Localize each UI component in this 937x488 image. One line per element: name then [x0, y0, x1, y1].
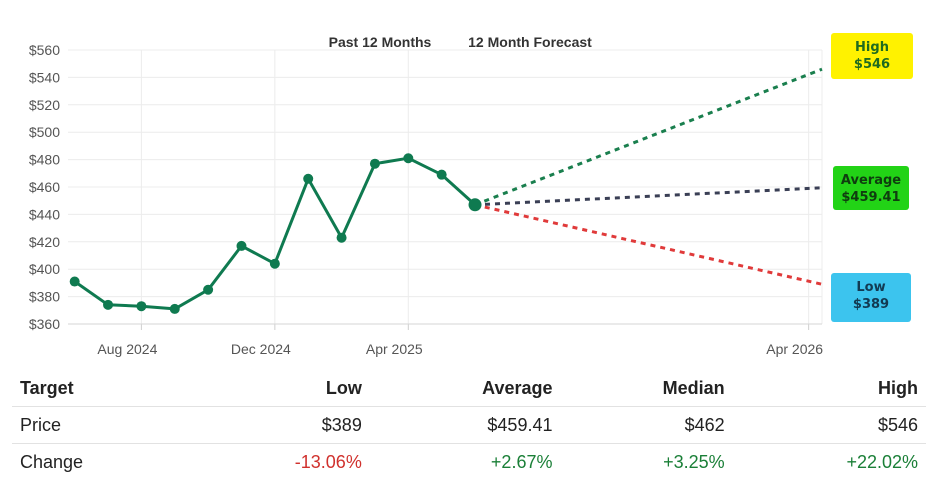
data-point	[203, 284, 214, 295]
x-tick-label: Apr 2026	[766, 341, 823, 357]
y-tick-label: $500	[29, 124, 60, 140]
x-tick-label: Dec 2024	[231, 341, 291, 357]
y-tick-label: $400	[29, 261, 60, 277]
y-tick-label: $420	[29, 234, 60, 250]
row-label-price: Price	[12, 406, 187, 444]
table-row-change: Change -13.06% +2.67% +3.25% +22.02%	[12, 444, 926, 481]
price-low: $389	[186, 406, 370, 444]
badge-average-value: $459.41	[841, 190, 900, 205]
badge-layer: High $546 Average $459.41 Low $389	[831, 33, 913, 322]
forecast-layer	[474, 67, 823, 286]
table-header-row: Target Low Average Median High	[12, 370, 926, 407]
change-average: +2.67%	[490, 451, 553, 472]
row-label-change: Change	[20, 451, 84, 472]
x-tick-label: Aug 2024	[97, 341, 157, 357]
price-target-chart: $560 $540 $520 $500 $480 $460 $440 $420 $400 $380…	[29, 33, 913, 357]
price-high: $546	[732, 406, 926, 444]
col-header-median: Median	[560, 370, 733, 407]
price-median: $462	[560, 406, 733, 444]
y-tick-label: $480	[29, 152, 60, 168]
series-layer	[69, 153, 482, 314]
axis-layer: $560 $540 $520 $500 $480 $460 $440 $420 $400 $380…	[29, 42, 823, 357]
y-tick-label: $560	[29, 42, 60, 58]
data-point	[336, 232, 347, 243]
y-tick-label: $380	[29, 289, 60, 305]
col-header-average: Average	[369, 370, 561, 407]
col-header-target: Target	[12, 370, 187, 407]
forecast-line-low	[474, 203, 823, 286]
table-row-price: Price $389 $459.41 $462 $546	[12, 406, 926, 444]
price-target-table: Target Low Average Median High Price $38…	[12, 370, 926, 480]
badge-average-name: Average	[841, 173, 901, 188]
badge-average	[833, 166, 909, 210]
change-median: +3.25%	[663, 451, 725, 472]
badge-low	[831, 273, 911, 322]
header-past-12-months: Past 12 Months	[329, 34, 432, 50]
price-average: $459.41	[369, 406, 561, 444]
data-point	[303, 173, 314, 184]
y-tick-label: $540	[29, 69, 60, 85]
change-high: +22.02%	[846, 451, 918, 472]
forecast-line-average	[474, 186, 823, 207]
change-low: -13.06%	[294, 451, 362, 472]
badge-high-value: $546	[854, 57, 890, 72]
data-point	[436, 169, 447, 180]
data-point	[69, 276, 80, 287]
col-header-low: Low	[186, 370, 370, 407]
col-header-high: High	[732, 370, 926, 407]
badge-high-name: High	[855, 40, 889, 55]
y-tick-label: $360	[29, 316, 60, 332]
badge-high	[831, 33, 913, 79]
grid-layer	[68, 49, 823, 325]
header-12-month-forecast: 12 Month Forecast	[468, 34, 592, 50]
data-point	[403, 153, 414, 164]
y-tick-label: $440	[29, 206, 60, 222]
forecast-line-high	[474, 67, 823, 207]
badge-low-value: $389	[853, 297, 889, 312]
data-point	[468, 198, 482, 212]
y-tick-label: $460	[29, 179, 60, 195]
data-point	[236, 240, 247, 251]
data-point	[103, 299, 114, 310]
data-point	[136, 301, 147, 312]
data-point	[369, 158, 380, 169]
badge-low-name: Low	[856, 280, 885, 295]
data-point	[169, 303, 180, 314]
y-tick-label: $520	[29, 97, 60, 113]
x-tick-label: Apr 2025	[366, 341, 423, 357]
data-point	[269, 258, 280, 269]
